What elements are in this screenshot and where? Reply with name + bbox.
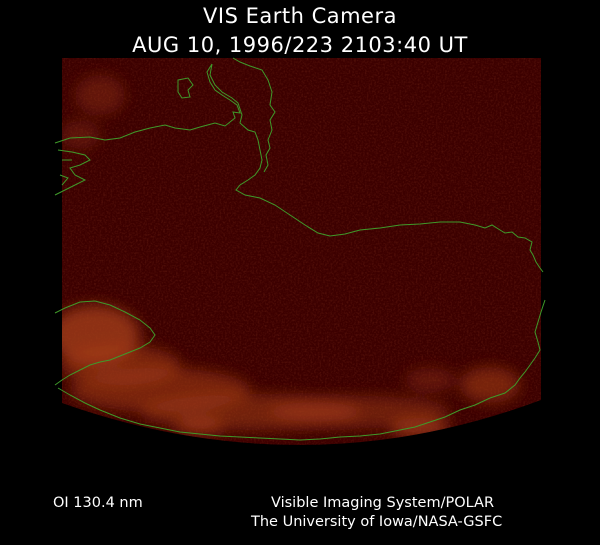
institution-credit: The University of Iowa/NASA-GSFC (251, 514, 503, 530)
filter-wavelength-label: OI 130.4 nm (53, 495, 143, 511)
camera-title: VIS Earth Camera (203, 4, 397, 28)
observation-timestamp: AUG 10, 1996/223 2103:40 UT (132, 33, 468, 57)
coastline-south (57, 299, 546, 441)
instrument-credit: Visible Imaging System/POLAR (271, 495, 495, 511)
coastline-island-west (54, 149, 91, 196)
aurora-glow (62, 75, 520, 438)
coastline-island (177, 77, 194, 99)
coastline-south-west (54, 300, 156, 386)
coastline-peninsula (232, 57, 276, 173)
coastline-north (54, 63, 544, 273)
coastline-overlay (54, 57, 546, 441)
